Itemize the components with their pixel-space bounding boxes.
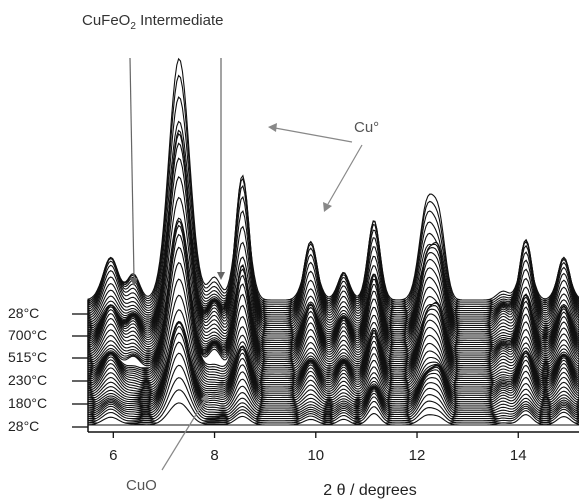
temperature-labels: 28°C 700°C 515°C 230°C 180°C 28°C: [8, 305, 88, 434]
x-tick-label-8: 8: [210, 447, 218, 464]
x-axis-label: 2 θ / degrees: [323, 482, 416, 499]
temperature-label-2: 515°C: [8, 349, 47, 365]
arrowhead-cuo: [201, 393, 209, 403]
temperature-label-3: 230°C: [8, 372, 47, 388]
annotations: CuFeO2 Intermediate Cu° CuO: [82, 12, 379, 494]
x-tick-label-6: 6: [109, 447, 117, 464]
x-ticks: 6 8 10 12 14: [109, 432, 527, 464]
arrowhead-cufeo2-2: [217, 272, 225, 280]
annotation-cuo: CuO: [126, 477, 157, 494]
axes: 6 8 10 12 14 28°C 700°C 515°C 230°C 180°C 28°C 2 …: [8, 300, 579, 499]
x-tick-label-12: 12: [409, 447, 426, 464]
temperature-label-4: 180°C: [8, 395, 47, 411]
annotation-cu: Cu°: [354, 119, 379, 136]
diffraction-traces: [87, 57, 579, 426]
annotation-cufeo2: CuFeO2 Intermediate: [82, 12, 223, 32]
arrowhead-cufeo2-1: [130, 278, 138, 286]
temperature-label-1: 700°C: [8, 327, 47, 343]
annotation-arrow-cuo: [161, 399, 206, 471]
x-tick-label-10: 10: [307, 447, 324, 464]
annotation-arrow-cu-1: [274, 127, 353, 143]
x-tick-label-14: 14: [510, 447, 527, 464]
annotation-arrow-cu-2: [327, 144, 363, 205]
annotation-arrow-cufeo2-1: [129, 57, 135, 279]
temperature-label-5: 28°C: [8, 418, 39, 434]
arrowhead-cu-2: [323, 202, 332, 212]
arrowhead-cu-1: [268, 123, 277, 132]
temperature-label-0: 28°C: [8, 305, 39, 321]
trace-59: [87, 402, 579, 426]
